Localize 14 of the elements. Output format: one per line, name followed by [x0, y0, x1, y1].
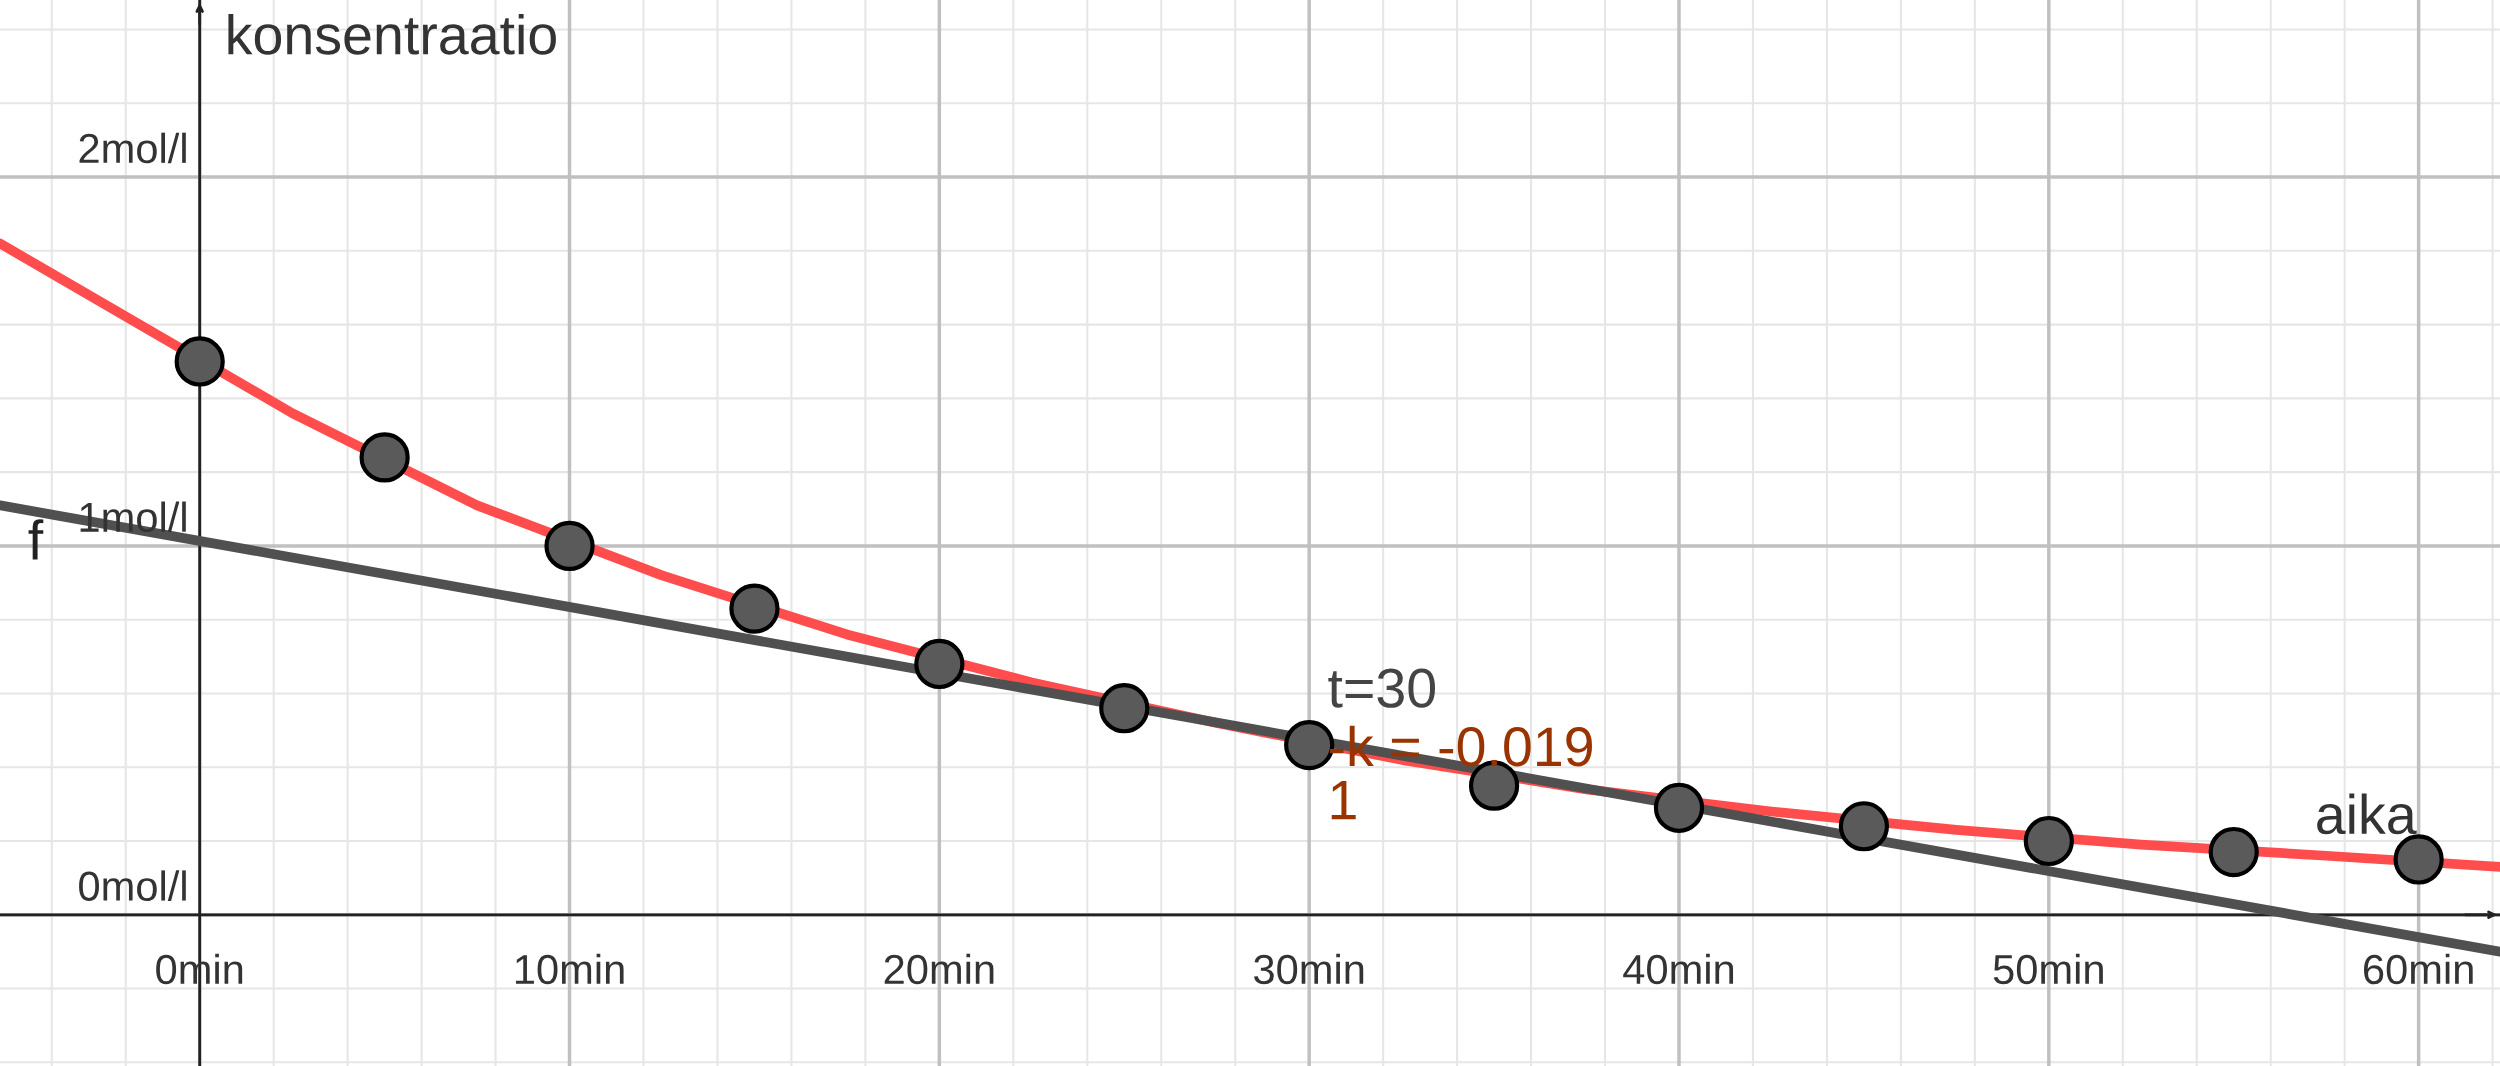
x-tick-label: 60min: [2364, 953, 2473, 985]
x-tick-label: 30min: [1254, 953, 1364, 985]
x-tick-label: 20min: [884, 953, 994, 985]
y-tick-label: 1mol/l: [80, 501, 186, 533]
series-label: f: [28, 519, 44, 560]
y-axis-title: konsentraatio: [228, 13, 556, 55]
y-tick-label: 2mol/l: [79, 132, 186, 164]
x-tick-label: 40min: [1623, 953, 1734, 985]
y-tick-label: 0mol/l: [79, 870, 186, 901]
annotation: t=30: [1328, 668, 1435, 708]
x-axis-title: aika: [2317, 793, 2417, 835]
x-tick-label: 10min: [515, 953, 624, 985]
annotation: 1: [1331, 780, 1356, 820]
x-tick-label: 50min: [1993, 953, 2103, 985]
